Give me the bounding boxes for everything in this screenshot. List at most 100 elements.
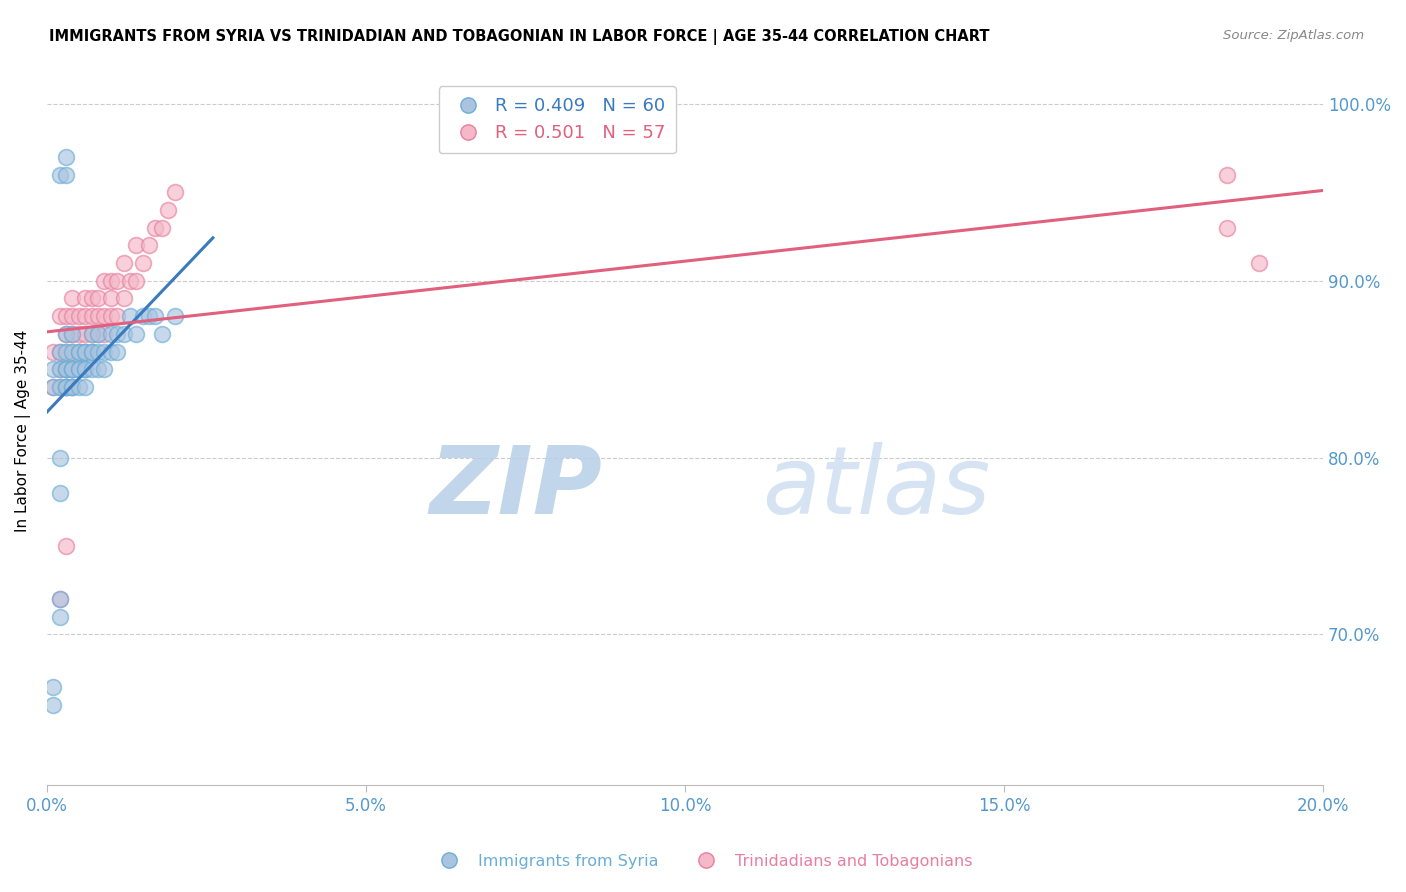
Legend: Immigrants from Syria, Trinidadians and Tobagonians: Immigrants from Syria, Trinidadians and … bbox=[427, 847, 979, 875]
Point bbox=[48, 380, 70, 394]
Point bbox=[48, 450, 70, 465]
Point bbox=[100, 309, 122, 323]
Point bbox=[75, 292, 97, 306]
Point bbox=[55, 344, 77, 359]
Point bbox=[55, 344, 77, 359]
Point bbox=[80, 326, 103, 341]
Point bbox=[55, 380, 77, 394]
Point bbox=[131, 256, 153, 270]
Point bbox=[112, 256, 135, 270]
Point bbox=[48, 344, 70, 359]
Point bbox=[80, 362, 103, 376]
Point bbox=[62, 326, 84, 341]
Point bbox=[55, 380, 77, 394]
Point bbox=[48, 362, 70, 376]
Point bbox=[112, 292, 135, 306]
Point bbox=[93, 362, 115, 376]
Point bbox=[100, 274, 122, 288]
Point bbox=[55, 362, 77, 376]
Point bbox=[75, 362, 97, 376]
Point bbox=[62, 380, 84, 394]
Point bbox=[55, 309, 77, 323]
Point bbox=[163, 309, 186, 323]
Legend: R = 0.409   N = 60, R = 0.501   N = 57: R = 0.409 N = 60, R = 0.501 N = 57 bbox=[439, 87, 676, 153]
Point bbox=[87, 309, 110, 323]
Point bbox=[93, 326, 115, 341]
Point bbox=[87, 326, 110, 341]
Point bbox=[42, 380, 65, 394]
Point bbox=[87, 344, 110, 359]
Point bbox=[42, 681, 65, 695]
Point bbox=[93, 344, 115, 359]
Point bbox=[100, 326, 122, 341]
Point bbox=[87, 362, 110, 376]
Y-axis label: In Labor Force | Age 35-44: In Labor Force | Age 35-44 bbox=[15, 330, 31, 533]
Point bbox=[48, 486, 70, 500]
Point bbox=[93, 309, 115, 323]
Point bbox=[80, 344, 103, 359]
Point bbox=[75, 380, 97, 394]
Point bbox=[48, 609, 70, 624]
Text: Source: ZipAtlas.com: Source: ZipAtlas.com bbox=[1223, 29, 1364, 42]
Point bbox=[67, 380, 90, 394]
Point bbox=[118, 274, 141, 288]
Point bbox=[105, 309, 128, 323]
Point bbox=[55, 326, 77, 341]
Point bbox=[1216, 168, 1239, 182]
Point bbox=[62, 344, 84, 359]
Point bbox=[80, 326, 103, 341]
Point bbox=[118, 309, 141, 323]
Point bbox=[150, 326, 173, 341]
Point bbox=[62, 362, 84, 376]
Text: atlas: atlas bbox=[762, 442, 990, 533]
Point bbox=[55, 150, 77, 164]
Point bbox=[62, 362, 84, 376]
Point bbox=[163, 186, 186, 200]
Point bbox=[48, 362, 70, 376]
Point bbox=[67, 309, 90, 323]
Point bbox=[150, 220, 173, 235]
Point bbox=[93, 274, 115, 288]
Point bbox=[48, 592, 70, 607]
Text: ZIP: ZIP bbox=[429, 442, 602, 533]
Point bbox=[67, 344, 90, 359]
Text: IMMIGRANTS FROM SYRIA VS TRINIDADIAN AND TOBAGONIAN IN LABOR FORCE | AGE 35-44 C: IMMIGRANTS FROM SYRIA VS TRINIDADIAN AND… bbox=[49, 29, 990, 45]
Point bbox=[145, 220, 167, 235]
Point bbox=[87, 326, 110, 341]
Point bbox=[62, 362, 84, 376]
Point bbox=[62, 380, 84, 394]
Point bbox=[55, 362, 77, 376]
Point bbox=[80, 292, 103, 306]
Point bbox=[67, 326, 90, 341]
Point bbox=[80, 344, 103, 359]
Point bbox=[138, 309, 160, 323]
Point bbox=[157, 202, 180, 217]
Point bbox=[48, 344, 70, 359]
Point bbox=[55, 539, 77, 553]
Point bbox=[125, 274, 148, 288]
Point bbox=[125, 326, 148, 341]
Point bbox=[105, 274, 128, 288]
Point bbox=[145, 309, 167, 323]
Point bbox=[75, 362, 97, 376]
Point bbox=[100, 344, 122, 359]
Point bbox=[42, 344, 65, 359]
Point bbox=[75, 344, 97, 359]
Point bbox=[42, 698, 65, 713]
Point bbox=[1249, 256, 1271, 270]
Point bbox=[48, 592, 70, 607]
Point bbox=[55, 362, 77, 376]
Point bbox=[1216, 220, 1239, 235]
Point bbox=[67, 344, 90, 359]
Point bbox=[55, 168, 77, 182]
Point bbox=[75, 344, 97, 359]
Point bbox=[125, 238, 148, 252]
Point bbox=[75, 362, 97, 376]
Point bbox=[48, 168, 70, 182]
Point bbox=[87, 292, 110, 306]
Point bbox=[42, 380, 65, 394]
Point bbox=[67, 344, 90, 359]
Point bbox=[62, 326, 84, 341]
Point bbox=[80, 309, 103, 323]
Point bbox=[55, 362, 77, 376]
